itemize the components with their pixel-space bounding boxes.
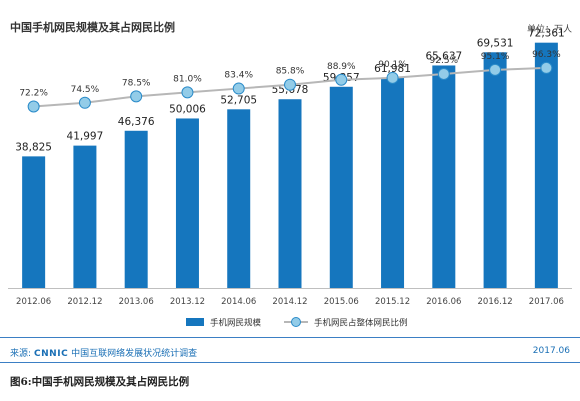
x-tick-label: 2015.06 (324, 297, 359, 307)
bar-value-label: 65,637 (425, 50, 462, 62)
pct-marker (78, 96, 91, 109)
x-tick-label: 2014.06 (221, 297, 256, 307)
chart-svg: 38,82541,99746,37650,00652,70555,67859,3… (8, 28, 572, 329)
bar (432, 65, 456, 288)
pct-marker (386, 71, 399, 84)
pct-marker (181, 86, 194, 99)
bar (381, 77, 405, 288)
legend-bar-swatch (186, 318, 204, 326)
chart-title: 中国手机网民规模及其占网民比例 (10, 21, 175, 34)
x-tick-label: 2012.06 (16, 297, 51, 307)
pct-value-label: 72.2% (19, 88, 48, 98)
pct-marker (130, 90, 143, 103)
x-tick-label: 2012.12 (67, 297, 102, 307)
bar (22, 156, 46, 288)
x-tick-label: 2013.12 (170, 297, 205, 307)
bar (278, 99, 302, 288)
x-tick-label: 2014.12 (272, 297, 307, 307)
x-tick-label: 2013.06 (119, 297, 154, 307)
bar (124, 130, 148, 288)
pct-value-label: 74.5% (71, 85, 100, 95)
bar-value-label: 50,006 (169, 103, 206, 115)
source-note: 来源: CNNIC 中国互联网络发展状况统计调查 (10, 346, 197, 359)
bar (175, 118, 199, 288)
pct-value-label: 83.4% (224, 71, 253, 81)
source-text: 中国互联网络发展状况统计调查 (71, 349, 198, 359)
pct-value-label: 90.1% (378, 60, 407, 70)
x-tick-label: 2016.12 (478, 297, 513, 307)
bar-value-label: 38,825 (15, 141, 52, 153)
pct-value-label: 88.9% (327, 62, 356, 72)
legend-line-marker (291, 317, 301, 327)
pct-value-label: 85.8% (276, 67, 305, 77)
bar (227, 109, 251, 288)
pct-value-label: 81.0% (173, 74, 202, 84)
source-date: 2017.06 (532, 346, 570, 356)
bar-value-label: 69,531 (477, 37, 514, 49)
legend-bar-label: 手机网民规模 (210, 318, 262, 329)
bar-value-label: 52,705 (220, 94, 257, 106)
bar-value-label: 61,981 (374, 63, 411, 75)
bar-value-label: 41,997 (67, 131, 104, 143)
x-tick-label: 2015.12 (375, 297, 410, 307)
pct-value-label: 92.5% (430, 56, 459, 66)
pct-marker (232, 82, 245, 95)
bar (534, 42, 558, 289)
pct-value-label: 78.5% (122, 78, 151, 88)
pct-value-label: 96.3% (532, 50, 561, 60)
unit-label: 单位：万人 (526, 25, 572, 35)
pct-marker (489, 63, 502, 76)
footer-divider (0, 337, 580, 338)
pct-marker (27, 100, 40, 113)
legend-line-label: 手机网民占整体网民比例 (314, 318, 408, 329)
figure-caption: 图6:中国手机网民规模及其占网民比例 (10, 376, 190, 388)
pct-marker (335, 73, 348, 86)
pct-value-label: 95.1% (481, 52, 510, 62)
bar-value-label: 72,361 (528, 28, 565, 40)
bar (73, 145, 97, 288)
pct-marker (437, 68, 450, 80)
source-lead: 来源: (10, 349, 32, 359)
pct-marker (284, 78, 296, 91)
caption-divider (0, 362, 580, 363)
bar (329, 86, 353, 288)
pct-marker (540, 61, 553, 74)
x-tick-label: 2016.06 (426, 297, 461, 307)
source-org: CNNIC (34, 349, 69, 359)
bar (483, 52, 507, 289)
bar-value-label: 46,376 (118, 116, 155, 128)
x-tick-label: 2017.06 (529, 297, 564, 307)
